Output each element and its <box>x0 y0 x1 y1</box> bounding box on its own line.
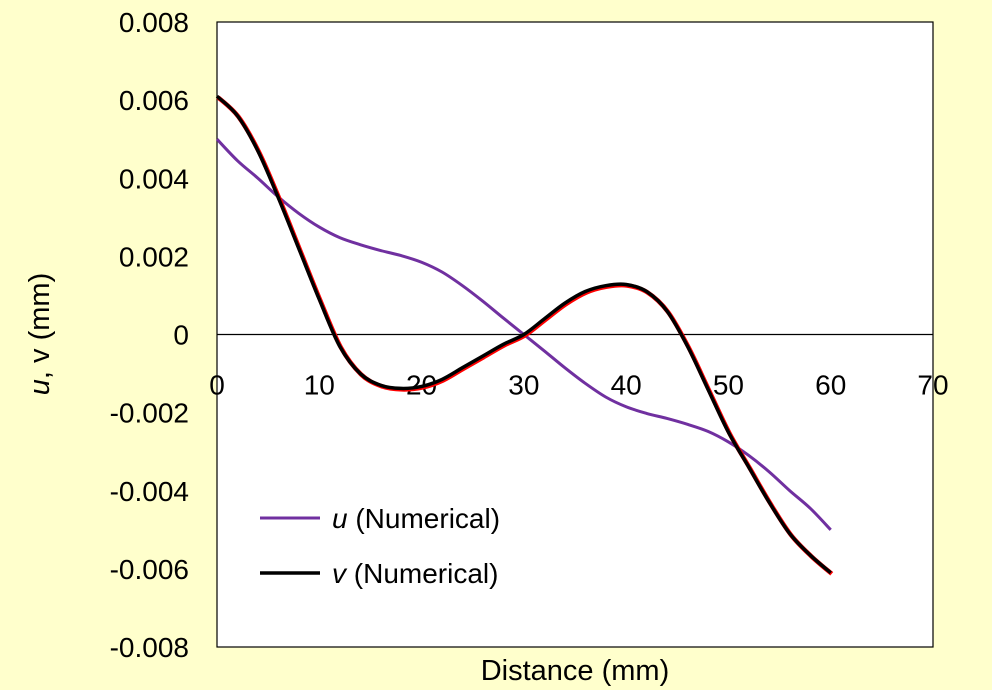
y-tick-label: 0.006 <box>119 85 189 116</box>
y-tick-label: -0.004 <box>110 476 189 507</box>
x-tick-label: 30 <box>508 370 539 401</box>
y-tick-labels: 0.008 0.006 0.004 0.002 0 -0.002 -0.004 -0.006 -… <box>110 7 189 663</box>
y-axis-title: u, v (mm) <box>24 273 56 395</box>
y-tick-label: 0.004 <box>119 163 189 194</box>
y-tick-label: 0 <box>173 320 189 351</box>
legend-u-label: u (Numerical) <box>332 503 500 534</box>
y-axis-title-italic: u <box>24 379 56 395</box>
legend-u-italic: u <box>332 503 348 534</box>
legend-v-italic: v <box>332 558 348 589</box>
series-v-line <box>215 94 832 575</box>
legend-v-rest: (Numerical) <box>346 558 498 589</box>
y-tick-label: -0.006 <box>110 554 189 585</box>
x-tick-label: 70 <box>917 370 948 401</box>
x-tick-label: 40 <box>611 370 642 401</box>
y-tick-label: 0.002 <box>119 241 189 272</box>
x-tick-labels: 0 10 20 30 40 50 60 70 <box>209 370 948 401</box>
x-tick-label: 10 <box>304 370 335 401</box>
x-tick-label: 60 <box>815 370 846 401</box>
y-tick-label: -0.002 <box>110 398 189 429</box>
x-tick-label: 0 <box>209 370 225 401</box>
series-group <box>215 94 834 576</box>
legend: u (Numerical) v (Numerical) <box>260 503 500 589</box>
y-tick-label: 0.008 <box>119 7 189 38</box>
y-axis-title-rest: , v (mm) <box>24 273 56 379</box>
legend-v-label: v (Numerical) <box>332 558 498 589</box>
x-tick-label: 50 <box>713 370 744 401</box>
legend-u-rest: (Numerical) <box>348 503 500 534</box>
x-axis-title: Distance (mm) <box>481 655 670 687</box>
y-tick-label: -0.008 <box>110 632 189 663</box>
